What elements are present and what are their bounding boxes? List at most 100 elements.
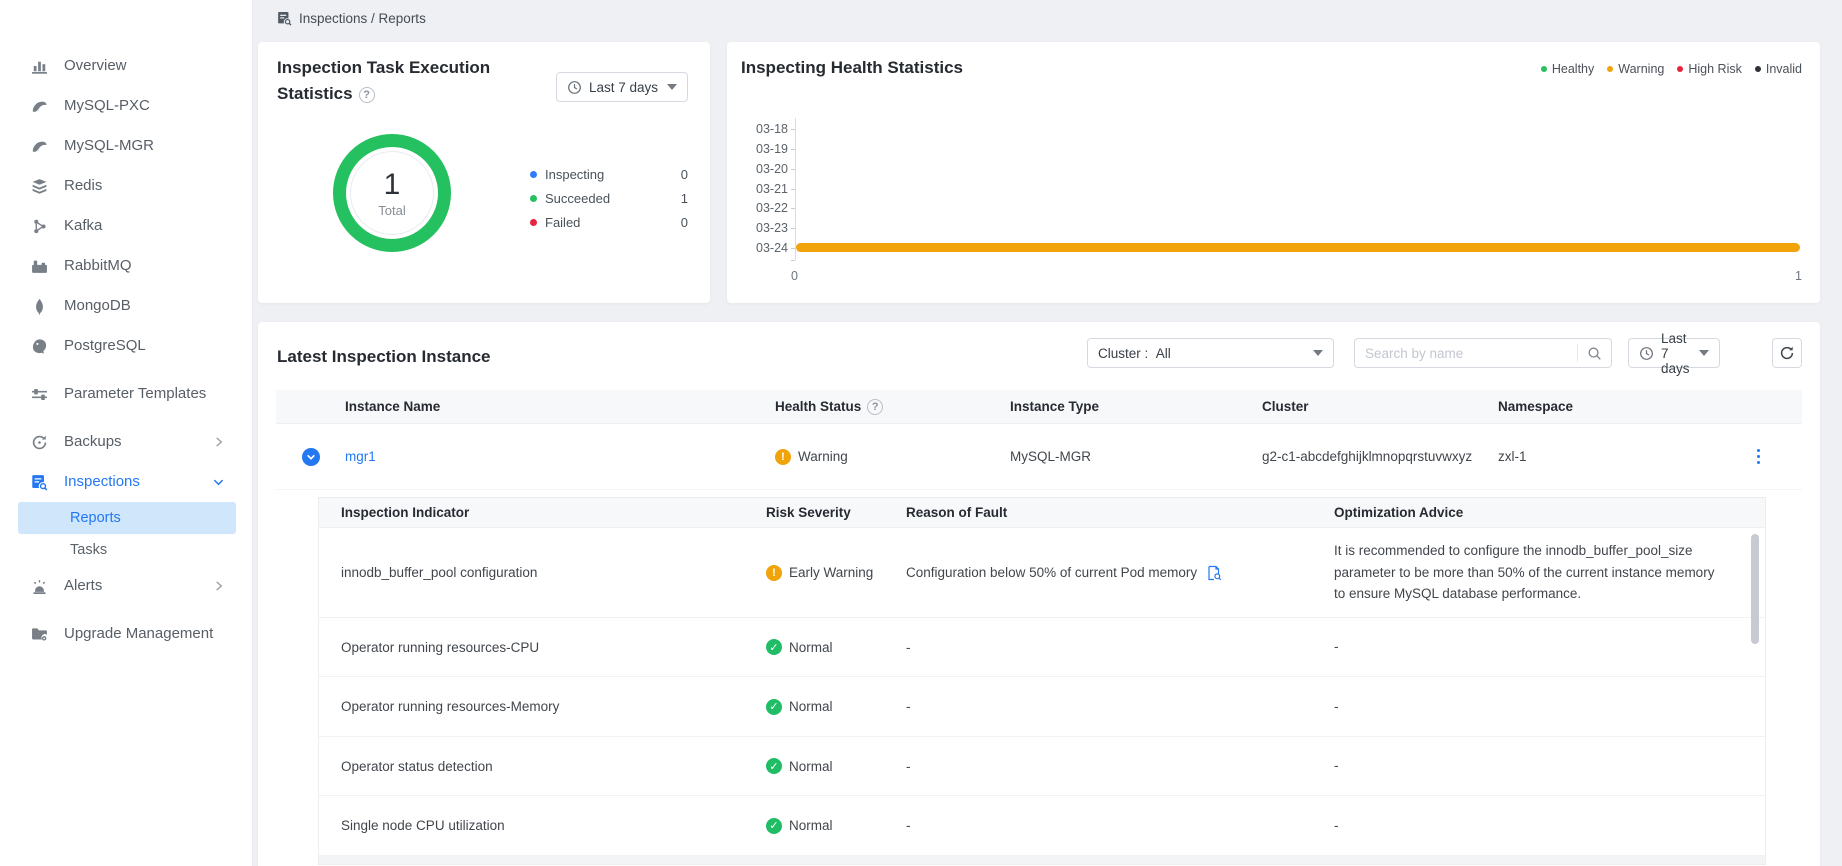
axis-tick [791, 149, 795, 150]
severity-text: Normal [789, 699, 833, 714]
vertical-scrollbar[interactable] [1751, 534, 1759, 644]
clock-icon [1639, 346, 1654, 361]
detail-row: innodb_buffer_pool configuration ! Early… [319, 528, 1765, 618]
row-actions-menu[interactable] [1757, 449, 1761, 465]
sidebar-item-redis[interactable]: Redis [0, 166, 252, 206]
dolphin-icon [30, 137, 48, 155]
kafka-nodes-icon [30, 217, 48, 235]
sidebar-item-mysql-mgr[interactable]: MySQL-MGR [0, 126, 252, 166]
legend-dot [1607, 66, 1613, 72]
legend-value: 1 [681, 191, 688, 206]
clock-icon [567, 80, 582, 95]
col-cluster: Cluster [1262, 399, 1498, 414]
sidebar-item-tasks[interactable]: Tasks [0, 534, 252, 566]
instance-name-link[interactable]: mgr1 [345, 449, 376, 464]
sidebar-item-mysql-pxc[interactable]: MySQL-PXC [0, 86, 252, 126]
sidebar-item-kafka[interactable]: Kafka [0, 206, 252, 246]
chevron-down-icon [213, 477, 224, 488]
inspection-detail-table: Inspection Indicator Risk Severity Reaso… [318, 497, 1766, 865]
document-search-icon[interactable] [1206, 565, 1222, 581]
cluster-cell: g2-c1-abcdefghijklmnopqrstuvwxyz [1262, 449, 1498, 464]
sidebar-item-rabbitmq[interactable]: RabbitMQ [0, 246, 252, 286]
col-optimization-advice: Optimization Advice [1334, 505, 1765, 520]
col-instance-name: Instance Name [345, 399, 775, 414]
sidebar-item-label: MongoDB [64, 295, 131, 317]
sidebar-item-mongodb[interactable]: MongoDB [0, 286, 252, 326]
detail-row: Operator status detection ✓ Normal - - [319, 737, 1765, 796]
reason-text: Configuration below 50% of current Pod m… [906, 565, 1197, 580]
advice-cell: - [1334, 755, 1765, 777]
search-icon[interactable] [1577, 344, 1611, 362]
chevron-right-icon [213, 437, 224, 448]
help-icon[interactable]: ? [867, 399, 883, 415]
sidebar-item-upgrade-management[interactable]: Upgrade Management [0, 606, 252, 662]
legend-dot [530, 219, 537, 226]
bar-warning-03-24[interactable] [796, 243, 1800, 252]
y-axis-label: 03-20 [740, 162, 788, 176]
donut-chart: 1 Total [333, 134, 451, 252]
warning-icon: ! [766, 565, 782, 581]
sidebar-item-parameter-templates[interactable]: Parameter Templates [0, 366, 252, 422]
sidebar-item-label: Upgrade Management [64, 623, 213, 645]
legend-dot [1677, 66, 1683, 72]
sidebar-item-inspections[interactable]: Inspections [0, 462, 252, 502]
bar-chart-icon [30, 57, 48, 75]
severity-badge: ✓ Normal [766, 818, 906, 834]
advice-cell: - [1334, 696, 1765, 718]
sidebar-item-label: PostgreSQL [64, 335, 146, 357]
instance-type-cell: MySQL-MGR [1010, 449, 1262, 464]
health-stats-card: Inspecting Health Statistics Healthy War… [727, 42, 1820, 303]
axis-tick [791, 248, 795, 249]
sidebar-item-label: Parameter Templates [64, 383, 206, 405]
reason-cell: - [906, 699, 1334, 714]
legend-item-failed: Failed 0 [530, 210, 688, 234]
caret-down-icon [1313, 350, 1323, 356]
breadcrumb-label[interactable]: Inspections / Reports [299, 11, 426, 26]
severity-badge: ✓ Normal [766, 699, 906, 715]
time-range-value: Last 7 days [589, 80, 658, 95]
axis-tick [791, 129, 795, 130]
sidebar-item-label: RabbitMQ [64, 255, 132, 277]
detail-row: Operator running resources-CPU ✓ Normal … [319, 618, 1765, 677]
col-health-status: Health Status? [775, 399, 1010, 415]
backup-restore-icon [30, 433, 48, 451]
reason-cell: Configuration below 50% of current Pod m… [906, 565, 1334, 581]
collapse-row-button[interactable] [302, 448, 320, 466]
advice-cell: - [1334, 636, 1765, 658]
legend-dot [530, 171, 537, 178]
legend-value: 0 [681, 167, 688, 182]
time-range-dropdown[interactable]: Last 7 days [1628, 338, 1720, 368]
time-range-dropdown[interactable]: Last 7 days [556, 72, 688, 102]
sidebar-item-label: Inspections [64, 471, 140, 493]
sidebar-item-backups[interactable]: Backups [0, 422, 252, 462]
health-stats-title: Inspecting Health Statistics [741, 55, 963, 81]
reason-cell: - [906, 640, 1334, 655]
namespace-cell: zxl-1 [1498, 449, 1527, 464]
sidebar-item-postgresql[interactable]: PostgreSQL [0, 326, 252, 366]
inspection-report-icon [277, 11, 292, 26]
caret-down-icon [667, 84, 677, 90]
legend-item-succeeded: Succeeded 1 [530, 186, 688, 210]
detail-row: Operator running resources-Memory ✓ Norm… [319, 677, 1765, 737]
sidebar-item-alerts[interactable]: Alerts [0, 566, 252, 606]
health-legend: Healthy Warning High Risk Invalid [1541, 62, 1802, 76]
axis-tick [791, 189, 795, 190]
refresh-button[interactable] [1772, 338, 1802, 368]
axis-tick [791, 228, 795, 229]
legend-value: 0 [681, 215, 688, 230]
legend-label: Inspecting [545, 167, 604, 182]
y-axis-label: 03-21 [740, 182, 788, 196]
sidebar-item-reports[interactable]: Reports [18, 502, 236, 534]
sidebar-item-label: Kafka [64, 215, 102, 237]
legend-item-warning: Warning [1607, 62, 1664, 76]
sidebar-item-overview[interactable]: Overview [0, 46, 252, 86]
axis-tick [791, 260, 795, 261]
sidebar-item-label: Reports [70, 510, 121, 526]
legend-dot [1541, 66, 1547, 72]
search-input[interactable] [1355, 346, 1577, 361]
help-icon[interactable]: ? [359, 87, 375, 103]
cluster-select[interactable]: Cluster : All [1087, 338, 1334, 368]
warning-icon: ! [775, 449, 791, 465]
severity-text: Normal [789, 640, 833, 655]
y-axis-label: 03-22 [740, 201, 788, 215]
